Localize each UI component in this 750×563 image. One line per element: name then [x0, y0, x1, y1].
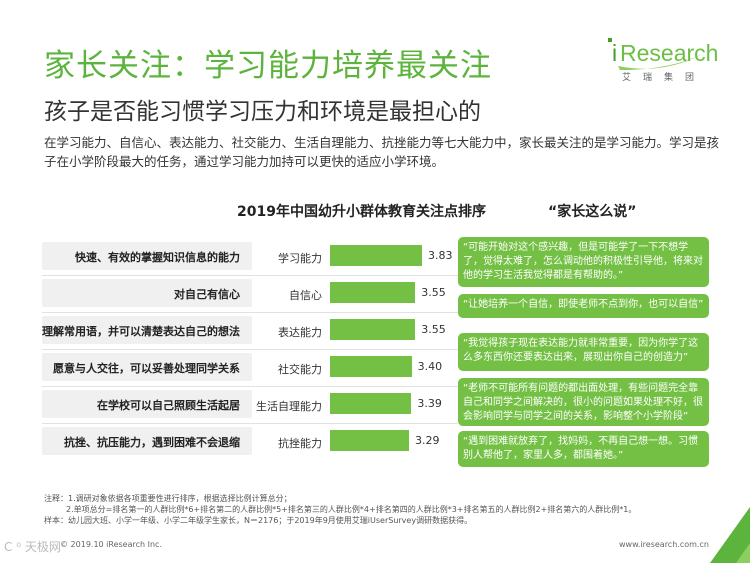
chart-title: 2019年中国幼升小群体教育关注点排序	[237, 204, 486, 220]
bar	[330, 319, 416, 340]
row-box	[42, 316, 252, 344]
logo-brand: Research	[620, 40, 719, 66]
row-box	[42, 242, 252, 270]
category-label: 抗挫能力	[278, 437, 322, 450]
copyright: © 2019.10 iResearch Inc.	[60, 540, 162, 549]
value-label: 3.39	[417, 397, 442, 410]
row-separator	[42, 423, 458, 424]
row-separator	[42, 349, 458, 350]
row-label: 在学校可以自己照顾生活起居	[97, 399, 240, 412]
category-label: 生活自理能力	[256, 400, 322, 413]
parent-quote: “我觉得孩子现在表达能力就非常重要，因为你学了这么多东西你还要表达出来，展现出你…	[458, 333, 709, 371]
note-line: 样本：幼儿园大班、小学一年级、小学二年级学生家长，N＝2176；于2019年9月…	[44, 516, 473, 525]
logo-swoosh-icon	[608, 38, 710, 70]
category-label: 社交能力	[278, 363, 322, 376]
bar	[330, 245, 422, 266]
bar	[330, 393, 412, 414]
row-label: 对自己有信心	[174, 288, 240, 301]
row-box	[42, 353, 252, 381]
value-label: 3.40	[417, 360, 443, 373]
parent-quote: “可能开始对这个感兴趣，但是可能学了一下不想学了，觉得太难了，怎么调动他的积极性…	[458, 237, 709, 287]
note-line: 2.单项总分=排名第一的人群比例*6+排名第二的人群比例*5+排名第三的人群比例…	[66, 505, 637, 514]
bar	[330, 282, 416, 303]
intro-text: 在学习能力、自信心、表达能力、社交能力、生活自理能力、抗挫能力等七大能力中，家长…	[44, 135, 720, 169]
logo-cn: 艾瑞集团	[622, 73, 707, 83]
note-line: 注释：1.调研对象依据各项重要性进行排序，根据选择比例计算总分；	[44, 494, 292, 503]
row-label: 愿意与人交往，可以妥善处理同学关系	[53, 362, 240, 375]
row-box	[42, 279, 252, 307]
value-label: 3.55	[421, 323, 446, 336]
corner-decoration-light	[736, 543, 750, 563]
category-label: 学习能力	[278, 252, 322, 265]
website-url: www.iresearch.com.cn	[619, 540, 709, 549]
value-label: 3.83	[428, 249, 453, 262]
row-box	[42, 390, 252, 418]
row-separator	[42, 312, 458, 313]
notes: 注释：1.调研对象依据各项重要性进行排序，根据选择比例计算总分； 2.单项总分=…	[44, 493, 704, 526]
row-label: 理解常用语，并可以清楚表达自己的想法	[42, 325, 240, 338]
value-label: 3.55	[421, 286, 446, 299]
bar	[330, 356, 412, 377]
row-box	[42, 427, 252, 455]
row-separator	[42, 386, 458, 387]
iresearch-logo: i Research 艾瑞集团	[606, 36, 719, 86]
page-number: 23	[727, 543, 743, 557]
row-label: 抗挫、抗压能力，遇到困难不会退缩	[64, 436, 240, 449]
parent-quote: “让她培养一个自信，即使老师不点到你，也可以自信”	[458, 294, 709, 318]
quotes-title: “家长这么说”	[548, 204, 637, 220]
row-separator	[42, 275, 458, 276]
watermark: C ⁰ 天极网	[4, 540, 61, 554]
page-subtitle: 孩子是否能习惯学习压力和环境是最担心的	[44, 99, 481, 125]
row-label: 快速、有效的掌握知识信息的能力	[75, 251, 240, 264]
logo-i: i	[612, 40, 618, 66]
page-title: 家长关注：学习能力培养最关注	[44, 48, 492, 84]
category-label: 表达能力	[278, 326, 322, 339]
bar	[330, 430, 410, 451]
parent-quote: “遇到困难就放弃了，找妈妈，不再自己想一想。习惯别人帮他了，家里人多，都围着她。…	[458, 431, 709, 467]
category-label: 自信心	[289, 289, 322, 302]
parent-quote: “老师不可能所有问题的都出面处理，有些问题完全靠自己和同学之间解决的，很小的问题…	[458, 378, 709, 426]
value-label: 3.29	[415, 434, 440, 447]
